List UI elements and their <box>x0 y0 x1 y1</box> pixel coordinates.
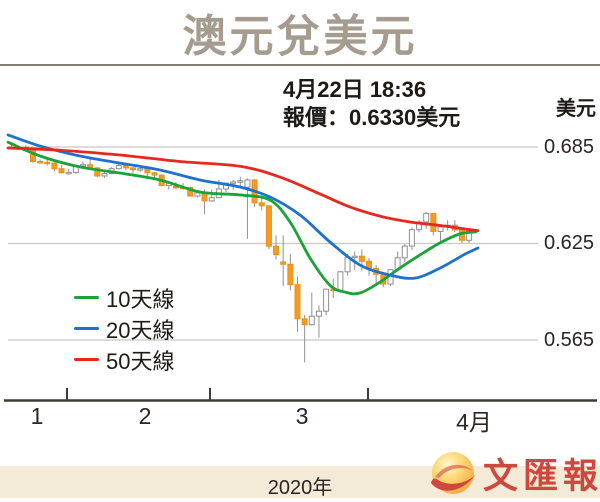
title-divider <box>0 64 600 66</box>
candle-body <box>294 284 301 320</box>
logo-globe-icon <box>429 449 477 497</box>
ma-line <box>6 146 480 233</box>
candle-body <box>115 164 122 170</box>
legend-item-ma20: 20天線 <box>74 313 174 344</box>
candle-body <box>258 202 265 207</box>
legend-label: 50天線 <box>106 348 175 374</box>
legend-label: 20天線 <box>106 317 175 343</box>
chart-legend: 10天線 20天線 50天線 <box>74 282 174 375</box>
candle-body <box>37 160 44 164</box>
candle-body <box>237 180 244 183</box>
y-axis-tick-label: 0.625 <box>544 232 595 255</box>
candle-body <box>323 288 330 312</box>
candle-body <box>137 168 144 171</box>
candle-body <box>51 162 58 170</box>
ma-line <box>6 133 480 280</box>
candle-body <box>194 192 201 197</box>
candle-body <box>351 255 358 259</box>
candle-body <box>337 271 344 292</box>
legend-label: 10天線 <box>106 286 175 312</box>
candle-body <box>287 263 294 286</box>
x-axis-year-label: 2020年 <box>267 477 333 499</box>
quote-price: 報價：0.6330美元 <box>283 105 461 130</box>
candle-body <box>423 212 430 223</box>
candle-body <box>151 172 158 176</box>
candle-body <box>430 212 437 232</box>
y-axis-tick-label: 0.565 <box>544 328 595 351</box>
quote-datetime: 4月22日 18:36 <box>283 77 427 102</box>
candle-body <box>230 181 237 184</box>
footer-strip <box>0 466 600 498</box>
ma20-line-swatch-icon <box>74 327 99 330</box>
candle-body <box>29 150 36 162</box>
candle-body <box>273 245 280 256</box>
candle-body <box>44 161 51 165</box>
candle-body <box>437 226 444 232</box>
candle-body <box>280 261 287 265</box>
candle-body <box>301 318 308 326</box>
candle-body <box>358 255 365 262</box>
candle-body <box>65 171 72 175</box>
candle-body <box>101 173 108 177</box>
ma-line <box>6 140 478 296</box>
y-axis-tick-label: 0.685 <box>544 136 595 158</box>
ma10-line-swatch-icon <box>74 296 99 299</box>
ma50-line-swatch-icon <box>74 358 99 361</box>
candle-body <box>208 197 215 202</box>
y-axis-unit-label: 美元 <box>556 98 596 120</box>
candle-body <box>122 164 129 169</box>
candle-body <box>244 179 251 188</box>
candle-body <box>401 245 408 259</box>
candle-body <box>315 310 322 317</box>
x-axis-tick-label: 2 <box>138 403 152 429</box>
candle-body <box>94 167 101 177</box>
x-axis-tick-label: 1 <box>30 403 44 429</box>
candle-body <box>408 229 415 247</box>
x-axis-tick-label: 3 <box>295 403 309 429</box>
legend-item-ma50: 50天線 <box>74 344 174 375</box>
page-title: 澳元兌美元 <box>182 11 418 62</box>
x-axis-tick-label: 4月 <box>456 409 492 435</box>
candle-body <box>130 167 137 171</box>
logo-wordmark: 文匯報 <box>483 455 600 497</box>
quote-block: 4月22日 18:36 報價：0.6330美元 <box>283 76 460 132</box>
candle-body <box>308 315 315 326</box>
candle-body <box>80 164 86 167</box>
legend-item-ma10: 10天線 <box>74 282 174 313</box>
candle-body <box>58 168 65 174</box>
candle-body <box>187 187 194 197</box>
wenweipo-logo: 文匯報 <box>429 449 600 497</box>
candle-body <box>265 205 272 247</box>
